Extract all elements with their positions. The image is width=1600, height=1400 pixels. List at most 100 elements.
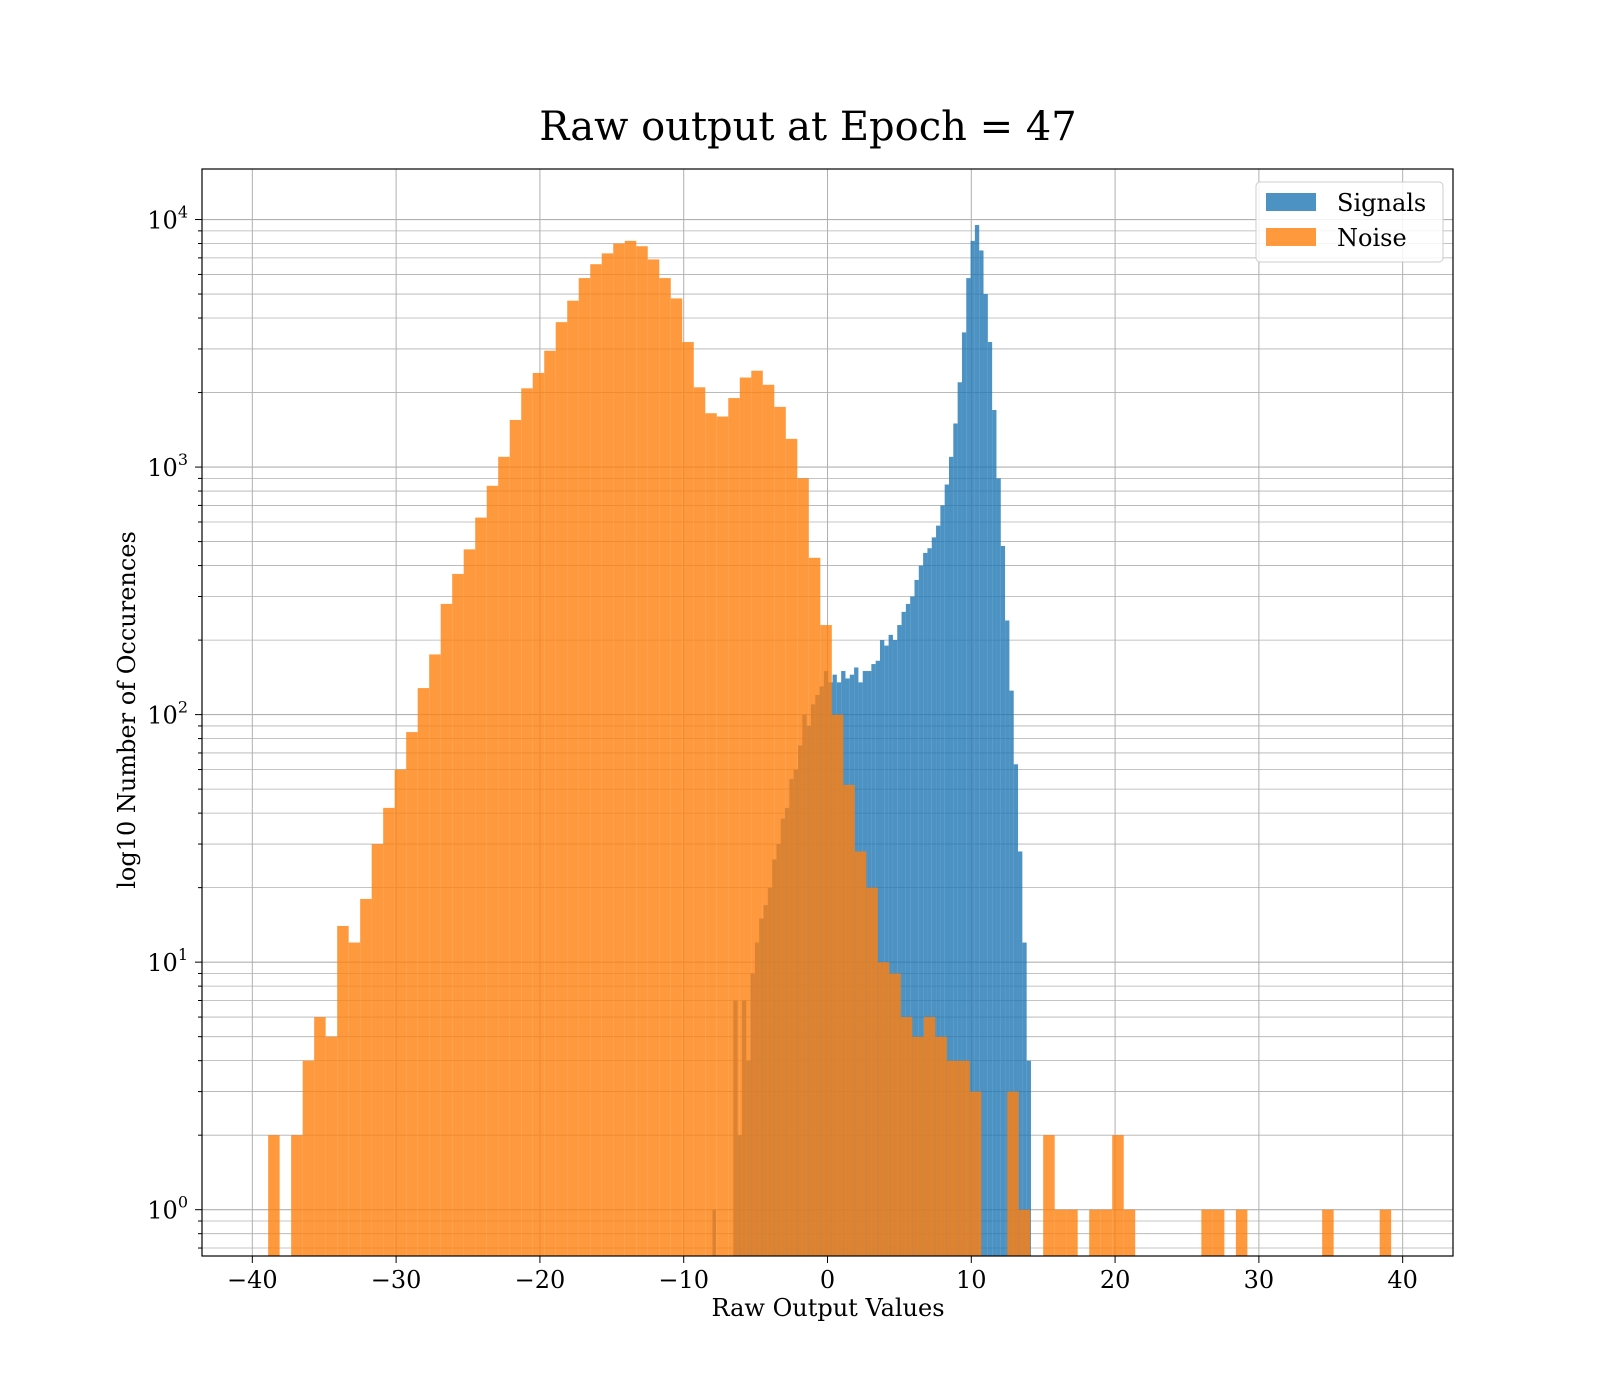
- y-axis-label: log10 Number of Occurences: [113, 531, 141, 889]
- noise-bar: [498, 456, 510, 1256]
- signals-bar: [1026, 1060, 1031, 1256]
- noise-bar: [958, 1060, 970, 1256]
- chart-title: Raw output at Epoch = 47: [539, 104, 1076, 150]
- legend-label-signals: Signals: [1337, 189, 1426, 217]
- signals-bar: [940, 505, 945, 1257]
- signals-bar: [949, 456, 954, 1256]
- noise-bar: [578, 278, 591, 1256]
- noise-bar: [923, 1017, 936, 1256]
- noise-bar: [1100, 1209, 1113, 1256]
- plot-frame: [201, 168, 1454, 1257]
- signals-bar: [1000, 545, 1006, 1256]
- signals-bar: [953, 423, 958, 1256]
- x-axis-label: Raw Output Values: [711, 1294, 944, 1322]
- noise-bar: [935, 1036, 947, 1256]
- noise-bar: [463, 549, 476, 1256]
- noise-bar: [383, 807, 395, 1256]
- noise-bar: [314, 1017, 326, 1256]
- y-tick-label: 101: [147, 945, 188, 977]
- noise-bar: [440, 603, 453, 1256]
- signals-bar: [1022, 942, 1027, 1256]
- noise-bar: [486, 485, 499, 1256]
- signals-bar: [966, 278, 971, 1256]
- noise-bar: [590, 264, 602, 1257]
- signals-bar: [931, 537, 937, 1256]
- noise-bar: [900, 1017, 913, 1256]
- noise-bar: [302, 1060, 315, 1256]
- noise-bar: [452, 573, 464, 1256]
- noise-bar: [1112, 1135, 1124, 1256]
- noise-bar: [394, 769, 407, 1256]
- noise-bar: [624, 240, 637, 1256]
- signals-bar: [884, 645, 889, 1256]
- noise-bar: [509, 419, 522, 1256]
- noise-bar: [659, 278, 671, 1256]
- noise-bar: [475, 517, 487, 1256]
- signals-bar: [996, 478, 1001, 1256]
- signals-bar: [987, 342, 993, 1256]
- noise-bar: [716, 416, 729, 1256]
- signals-bar: [974, 225, 980, 1256]
- noise-bar: [1379, 1209, 1392, 1256]
- signals-bar: [879, 640, 885, 1256]
- signals-bar: [918, 565, 924, 1256]
- legend-swatch-signals: [1266, 193, 1316, 211]
- signals-bar: [944, 484, 950, 1257]
- noise-bar: [613, 243, 625, 1256]
- signals-bar: [914, 579, 919, 1256]
- noise-bar: [785, 438, 798, 1256]
- signals-bar: [961, 332, 967, 1256]
- noise-bar: [774, 406, 786, 1256]
- x-tick-label: −30: [371, 1266, 422, 1294]
- signals-bar: [1018, 851, 1023, 1256]
- noise-bar: [532, 372, 545, 1256]
- signals-bar: [910, 596, 915, 1256]
- noise-bar: [325, 1036, 338, 1256]
- x-tick-label: −10: [658, 1266, 709, 1294]
- signals-bar: [1005, 620, 1010, 1256]
- signals-bar: [892, 640, 898, 1256]
- noise-bar: [1212, 1209, 1225, 1256]
- noise-bar: [1201, 1209, 1213, 1256]
- noise-bar: [831, 714, 844, 1256]
- noise-bar: [291, 1135, 303, 1256]
- noise-bar: [877, 962, 890, 1256]
- noise-bar: [739, 377, 752, 1256]
- noise-bar: [544, 350, 556, 1256]
- histogram-bars: [268, 225, 1392, 1257]
- signals-bar: [979, 250, 984, 1256]
- noise-bar: [601, 253, 614, 1257]
- noise-bar: [1322, 1209, 1334, 1256]
- noise-bar: [854, 851, 867, 1256]
- signals-bar: [905, 603, 911, 1256]
- legend-swatch-noise: [1266, 228, 1316, 246]
- noise-bar: [521, 388, 533, 1256]
- noise-bar: [797, 478, 809, 1256]
- signals-bar: [957, 382, 962, 1256]
- x-tick-label: 30: [1244, 1266, 1275, 1294]
- noise-bar: [1235, 1209, 1248, 1256]
- noise-bar: [808, 557, 821, 1256]
- signals-bar: [927, 548, 932, 1256]
- signals-bar: [1009, 690, 1014, 1256]
- noise-bar: [866, 887, 878, 1256]
- noise-bar: [1054, 1209, 1067, 1256]
- noise-bar: [636, 246, 648, 1256]
- noise-bar: [682, 342, 694, 1256]
- signals-bar: [901, 611, 906, 1256]
- signals-bar: [888, 634, 893, 1256]
- x-tick-label: 40: [1387, 1266, 1418, 1294]
- signals-bar: [936, 525, 941, 1256]
- noise-bar: [912, 1036, 924, 1256]
- noise-bar: [1066, 1209, 1078, 1256]
- noise-bar: [693, 387, 706, 1256]
- noise-bar: [567, 300, 579, 1256]
- noise-bar: [1007, 1091, 1019, 1256]
- signals-bar: [970, 240, 975, 1256]
- legend-label-noise: Noise: [1337, 224, 1407, 252]
- noise-bar: [843, 784, 855, 1256]
- noise-bar: [1018, 1209, 1031, 1256]
- noise-bar: [670, 298, 683, 1257]
- noise-bar: [337, 925, 349, 1256]
